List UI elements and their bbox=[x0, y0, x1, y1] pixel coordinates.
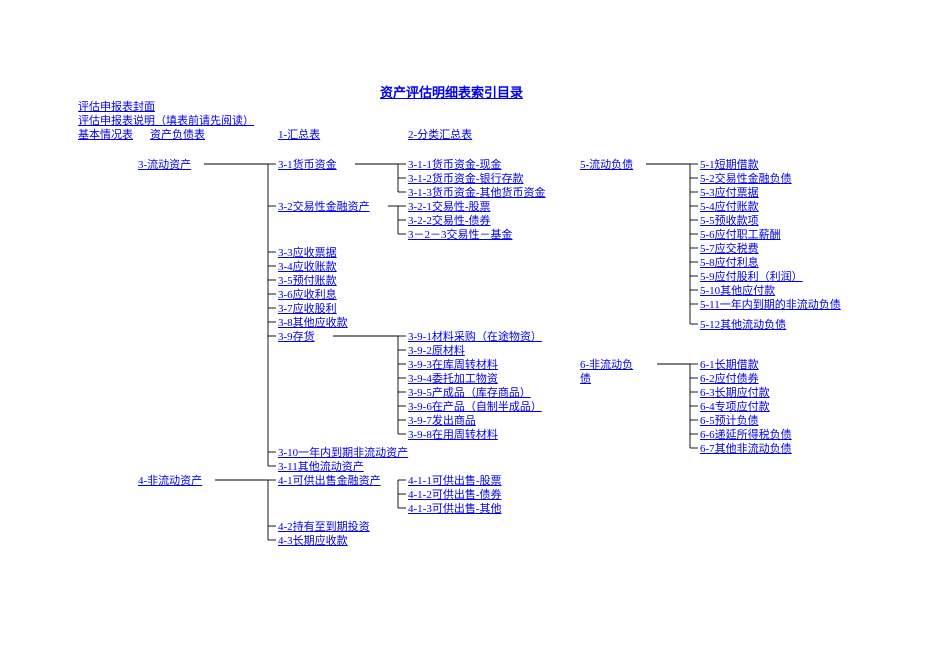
index-link-n312[interactable]: 3-1-2货币资金-银行存款 bbox=[408, 172, 524, 186]
index-link-n57[interactable]: 5-7应交税费 bbox=[700, 242, 759, 256]
index-link-n6[interactable]: 6-非流动负债 bbox=[580, 358, 636, 386]
index-link-n5[interactable]: 5-流动负债 bbox=[580, 158, 633, 172]
index-link-n36[interactable]: 3-6应收利息 bbox=[278, 288, 337, 302]
index-link-n31[interactable]: 3-1货币资金 bbox=[278, 158, 337, 172]
index-link-n42[interactable]: 4-2持有至到期投资 bbox=[278, 520, 370, 534]
index-link-n52[interactable]: 5-2交易性金融负债 bbox=[700, 172, 792, 186]
index-link-n67[interactable]: 6-7其他非流动负债 bbox=[700, 442, 792, 456]
index-link-n41[interactable]: 4-1可供出售金融资产 bbox=[278, 474, 381, 488]
index-link-n398[interactable]: 3-9-8在用周转材料 bbox=[408, 428, 498, 442]
index-link-c1[interactable]: 1-汇总表 bbox=[278, 128, 320, 142]
index-link-n311b[interactable]: 3-11其他流动资产 bbox=[278, 460, 364, 474]
index-link-n65[interactable]: 6-5预计负债 bbox=[700, 414, 759, 428]
index-link-n397[interactable]: 3-9-7发出商品 bbox=[408, 414, 476, 428]
index-link-n394[interactable]: 3-9-4委托加工物资 bbox=[408, 372, 498, 386]
index-link-n4[interactable]: 4-非流动资产 bbox=[138, 474, 202, 488]
index-link-n411[interactable]: 4-1-1可供出售-股票 bbox=[408, 474, 502, 488]
index-link-n392[interactable]: 3-9-2原材料 bbox=[408, 344, 465, 358]
index-link-n32[interactable]: 3-2交易性金融资产 bbox=[278, 200, 370, 214]
index-link-n33[interactable]: 3-3应收票据 bbox=[278, 246, 337, 260]
page-title: 资产评估明细表索引目录 bbox=[380, 82, 523, 101]
index-link-n61[interactable]: 6-1长期借款 bbox=[700, 358, 759, 372]
index-link-n321[interactable]: 3-2-1交易性-股票 bbox=[408, 200, 491, 214]
index-link-n395[interactable]: 3-9-5产成品（库存商品） bbox=[408, 386, 531, 400]
index-link-top4[interactable]: 资产负债表 bbox=[150, 128, 205, 142]
index-link-n393[interactable]: 3-9-3在库周转材料 bbox=[408, 358, 498, 372]
index-link-n66[interactable]: 6-6递延所得税负债 bbox=[700, 428, 792, 442]
index-link-n59[interactable]: 5-9应付股利（利润） bbox=[700, 270, 803, 284]
index-link-n56[interactable]: 5-6应付职工薪酬 bbox=[700, 228, 781, 242]
index-link-n53[interactable]: 5-3应付票据 bbox=[700, 186, 759, 200]
index-link-n323[interactable]: 3－2－3交易性－基金 bbox=[408, 228, 513, 242]
index-link-n35[interactable]: 3-5预付账款 bbox=[278, 274, 337, 288]
index-link-n391[interactable]: 3-9-1材料采购（在途物资） bbox=[408, 330, 542, 344]
index-link-n313[interactable]: 3-1-3货币资金-其他货币资金 bbox=[408, 186, 546, 200]
index-link-n38[interactable]: 3-8其他应收款 bbox=[278, 316, 348, 330]
index-link-n43[interactable]: 4-3长期应收款 bbox=[278, 534, 348, 548]
index-link-n63[interactable]: 6-3长期应付款 bbox=[700, 386, 770, 400]
index-link-n39[interactable]: 3-9存货 bbox=[278, 330, 315, 344]
index-link-c2[interactable]: 2-分类汇总表 bbox=[408, 128, 472, 142]
index-link-n55[interactable]: 5-5预收款项 bbox=[700, 214, 759, 228]
index-link-n511[interactable]: 5-11一年内到期的非流动负债 bbox=[700, 298, 841, 312]
index-link-n37[interactable]: 3-7应收股利 bbox=[278, 302, 337, 316]
index-link-n51[interactable]: 5-1短期借款 bbox=[700, 158, 759, 172]
index-link-n322[interactable]: 3-2-2交易性-债券 bbox=[408, 214, 491, 228]
index-link-n412[interactable]: 4-1-2可供出售-债券 bbox=[408, 488, 502, 502]
index-link-n58[interactable]: 5-8应付利息 bbox=[700, 256, 759, 270]
index-link-n64[interactable]: 6-4专项应付款 bbox=[700, 400, 770, 414]
index-link-n62[interactable]: 6-2应付债券 bbox=[700, 372, 759, 386]
index-link-n311[interactable]: 3-1-1货币资金-现金 bbox=[408, 158, 502, 172]
index-link-n510[interactable]: 5-10其他应付款 bbox=[700, 284, 775, 298]
index-link-n3[interactable]: 3-流动资产 bbox=[138, 158, 191, 172]
index-link-n396[interactable]: 3-9-6在产品（自制半成品） bbox=[408, 400, 542, 414]
index-link-top3[interactable]: 基本情况表 bbox=[78, 128, 133, 142]
index-link-top1[interactable]: 评估申报表封面 bbox=[78, 100, 155, 114]
index-link-n413[interactable]: 4-1-3可供出售-其他 bbox=[408, 502, 502, 516]
index-link-n310[interactable]: 3-10一年内到期非流动资产 bbox=[278, 446, 408, 460]
index-link-n512[interactable]: 5-12其他流动负债 bbox=[700, 318, 786, 332]
index-link-n54[interactable]: 5-4应付账款 bbox=[700, 200, 759, 214]
index-link-n34[interactable]: 3-4应收账款 bbox=[278, 260, 337, 274]
index-link-top2[interactable]: 评估申报表说明（填表前请先阅读） bbox=[78, 114, 254, 128]
